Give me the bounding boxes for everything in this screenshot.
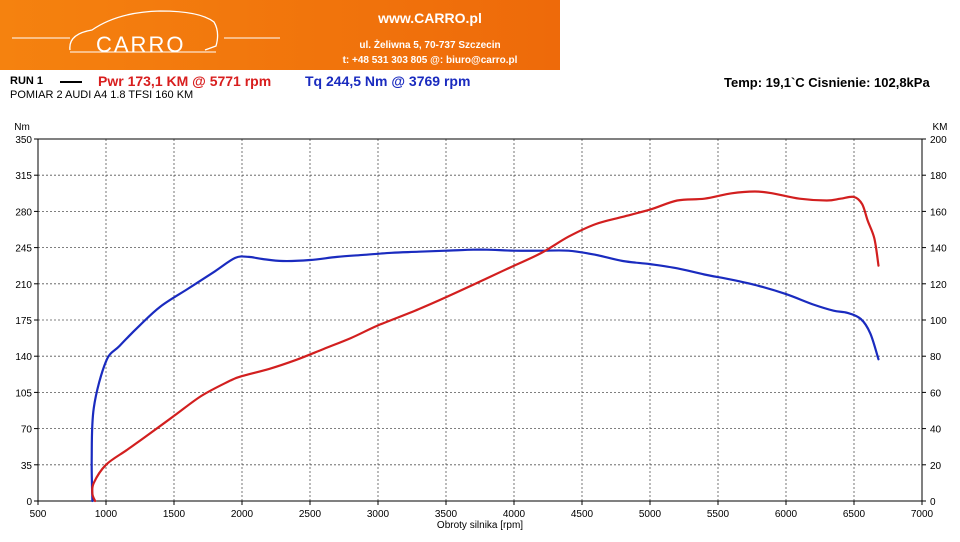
y-left-tick-label: 105	[15, 388, 32, 399]
address-text: ul. Żeliwna 5, 70-737 Szczecin	[359, 40, 501, 51]
x-tick-label: 7000	[911, 509, 934, 520]
x-tick-label: 3000	[367, 509, 390, 520]
torque-curve	[90, 248, 880, 503]
x-tick-label: 1000	[95, 509, 118, 520]
carro-logo: CARRO	[12, 10, 280, 57]
x-tick-label: 2500	[299, 509, 322, 520]
logo-wordmark: CARRO	[96, 32, 185, 57]
y-left-tick-label: 175	[15, 316, 32, 327]
power-curve	[91, 190, 880, 503]
y-left-tick-label: 70	[21, 425, 33, 436]
run-legend-line	[60, 81, 82, 83]
y-right-tick-label: 20	[930, 461, 942, 472]
y-right-tick-label: 120	[930, 280, 947, 291]
y-left-tick-label: 210	[15, 280, 32, 291]
banner-background	[0, 0, 560, 70]
y-right-tick-label: 80	[930, 352, 942, 363]
torque-summary: Tq 244,5 Nm @ 3769 rpm	[305, 73, 471, 89]
y-left-tick-label: 245	[15, 244, 32, 255]
y-right-tick-label: 100	[930, 316, 947, 327]
y-left-tick-label: 0	[26, 497, 32, 508]
y-right-tick-label: 60	[930, 388, 942, 399]
x-tick-label: 6000	[775, 509, 798, 520]
x-axis-label: Obroty silnika [rpm]	[437, 520, 523, 531]
y-left-tick-label: 280	[15, 207, 32, 218]
x-tick-label: 1500	[163, 509, 186, 520]
y-right-tick-label: 140	[930, 244, 947, 255]
x-tick-label: 5500	[707, 509, 730, 520]
y-right-tick-label: 160	[930, 207, 947, 218]
y-right-tick-label: 40	[930, 425, 942, 436]
x-tick-label: 4500	[571, 509, 594, 520]
y-left-tick-label: 140	[15, 352, 32, 363]
website-text: www.CARRO.pl	[378, 10, 482, 26]
y-right-tick-label: 180	[930, 171, 947, 182]
y-left-tick-label: 315	[15, 171, 32, 182]
header-banner: CARRO www.CARRO.pl ul. Żeliwna 5, 70-737…	[0, 0, 560, 70]
run-label: RUN 1	[10, 75, 44, 87]
y-right-tick-label: 0	[930, 497, 936, 508]
y-right-tick-label: 200	[930, 135, 947, 146]
y-left-tick-label: 35	[21, 461, 33, 472]
contact-text: t: +48 531 303 805 @: biuro@carro.pl	[342, 55, 518, 66]
y-left-axis-label: Nm	[14, 122, 30, 133]
y-left-tick-label: 350	[15, 135, 32, 146]
x-tick-label: 6500	[843, 509, 866, 520]
x-tick-label: 4000	[503, 509, 526, 520]
conditions-readout: Temp: 19,1`C Cisnienie: 102,8kPa	[724, 75, 930, 90]
measurement-title: POMIAR 2 AUDI A4 1.8 TFSI 160 KM	[10, 89, 194, 101]
power-summary: Pwr 173,1 KM @ 5771 rpm	[98, 73, 272, 89]
x-tick-label: 3500	[435, 509, 458, 520]
x-tick-label: 5000	[639, 509, 662, 520]
x-tick-label: 2000	[231, 509, 254, 520]
x-tick-label: 500	[30, 509, 47, 520]
y-right-axis-label: KM	[933, 122, 948, 133]
